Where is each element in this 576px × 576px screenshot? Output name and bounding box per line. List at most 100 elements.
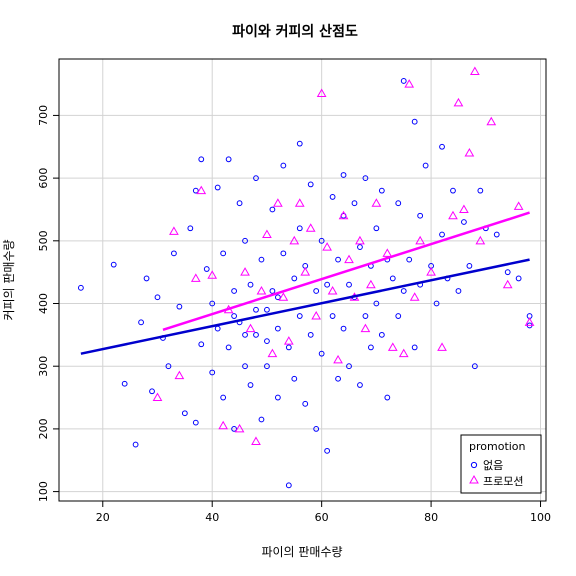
x-axis-label: 파이의 판매수량: [261, 545, 342, 559]
legend-label-promotion: 프로모션: [483, 475, 523, 488]
data-point-triangle: [448, 210, 458, 220]
data-point-circle: [203, 266, 210, 272]
data-point-circle: [264, 363, 270, 370]
data-point-triangle: [174, 370, 185, 380]
y-axis-label: 커피의 판매수량: [2, 239, 16, 320]
data-point-triangle: [251, 436, 261, 445]
trend-lines: [80, 211, 530, 355]
y-tick-label: 100: [37, 481, 50, 502]
x-tick-label: 100: [530, 511, 551, 524]
data-point-circle: [406, 256, 413, 263]
data-point-circle: [329, 313, 336, 319]
data-point-circle: [367, 344, 374, 351]
data-point-circle: [411, 118, 418, 125]
data-point-circle: [285, 344, 292, 351]
data-point-circle: [362, 175, 369, 182]
data-point-circle: [477, 187, 484, 194]
x-tick-label: 60: [315, 511, 329, 524]
data-point-circle: [231, 313, 238, 319]
data-point-triangle: [464, 148, 475, 157]
data-point-circle: [313, 426, 320, 432]
legend-title: promotion: [469, 440, 526, 453]
data-point-circle: [274, 294, 281, 301]
data-point-triangle: [300, 267, 311, 276]
data-point-triangle: [426, 267, 436, 276]
y-tick-label: 300: [37, 356, 50, 377]
data-point-circle: [373, 300, 380, 307]
data-point-circle: [433, 300, 440, 307]
data-point-triangle: [333, 354, 343, 364]
data-point-circle: [493, 231, 500, 238]
grid-lines: [59, 59, 546, 501]
data-point-triangle: [273, 198, 283, 207]
data-point-circle: [395, 200, 402, 207]
axes: 20 40 60 80 100 100 200 300 400 500 600 700: [37, 105, 551, 524]
data-point-triangle: [398, 348, 409, 358]
data-point-circle: [411, 344, 418, 351]
data-point-circle: [209, 300, 216, 307]
data-point-circle: [192, 187, 199, 194]
data-point-triangle: [256, 285, 267, 295]
plot-frame: [58, 58, 547, 502]
data-point-circle: [291, 375, 298, 382]
data-point-circle: [400, 78, 407, 84]
data-point-triangle: [453, 97, 464, 107]
data-point-triangle: [322, 242, 332, 251]
data-points: [77, 66, 535, 489]
data-point-circle: [450, 187, 456, 194]
data-point-circle: [285, 482, 292, 489]
data-point-circle: [77, 284, 84, 291]
data-point-triangle: [371, 198, 382, 207]
data-point-circle: [466, 262, 473, 269]
data-point-circle: [143, 275, 150, 282]
data-point-circle: [165, 363, 172, 370]
data-point-circle: [307, 331, 314, 338]
data-point-triangle: [475, 235, 486, 245]
data-point-circle: [149, 388, 155, 395]
data-point-circle: [471, 363, 478, 370]
data-point-circle: [247, 382, 254, 388]
trend-line: [162, 211, 530, 332]
chart-title: 파이와 커피의 산점도: [232, 23, 358, 40]
data-point-circle: [280, 250, 287, 257]
data-point-circle: [378, 331, 385, 338]
data-point-circle: [253, 175, 259, 182]
data-point-triangle: [196, 185, 207, 195]
data-point-triangle: [267, 348, 278, 358]
data-point-circle: [253, 331, 259, 338]
data-point-circle: [214, 325, 221, 332]
data-point-circle: [291, 275, 298, 282]
data-point-triangle: [513, 201, 524, 210]
data-point-circle: [274, 394, 281, 401]
x-tick-label: 80: [424, 511, 438, 524]
data-point-triangle: [169, 226, 179, 235]
data-point-triangle: [207, 270, 218, 279]
data-point-triangle: [262, 229, 272, 239]
data-point-circle: [346, 281, 352, 288]
data-point-circle: [269, 288, 276, 294]
data-point-triangle: [502, 279, 513, 289]
data-point-circle: [187, 225, 194, 232]
data-point-circle: [110, 261, 117, 268]
data-point-triangle: [294, 198, 305, 207]
data-point-triangle: [311, 311, 322, 320]
data-point-circle: [132, 441, 139, 448]
data-point-circle: [242, 363, 248, 370]
data-point-circle: [373, 225, 380, 232]
data-point-circle: [225, 344, 232, 351]
data-point-triangle: [283, 336, 294, 345]
data-point-circle: [154, 294, 161, 301]
data-point-circle: [192, 419, 199, 426]
data-point-triangle: [234, 423, 245, 433]
y-tick-label: 600: [37, 168, 50, 189]
data-point-circle: [318, 237, 325, 244]
legend: promotion 없음 프로모션: [460, 434, 542, 494]
data-point-circle: [400, 288, 407, 294]
data-point-triangle: [305, 223, 316, 232]
data-point-circle: [313, 288, 320, 294]
data-point-circle: [253, 306, 259, 313]
data-point-triangle: [404, 79, 415, 88]
data-point-circle: [318, 350, 325, 357]
data-point-circle: [351, 200, 358, 207]
data-point-circle: [121, 380, 128, 387]
